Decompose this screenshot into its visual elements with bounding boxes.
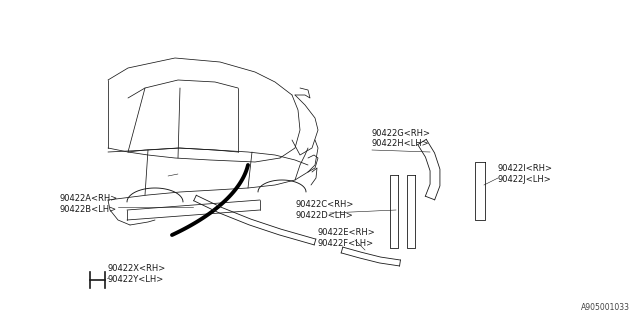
Text: 90422E<RH>
90422F<LH>: 90422E<RH> 90422F<LH> <box>318 228 376 248</box>
Text: 90422I<RH>
90422J<LH>: 90422I<RH> 90422J<LH> <box>498 164 553 184</box>
Text: 90422G<RH>
90422H<LH>: 90422G<RH> 90422H<LH> <box>372 129 431 148</box>
Text: 90422C<RH>
90422D<LH>: 90422C<RH> 90422D<LH> <box>295 200 353 220</box>
Text: 90422X<RH>
90422Y<LH>: 90422X<RH> 90422Y<LH> <box>107 264 165 284</box>
Text: 90422A<RH>
90422B<LH>: 90422A<RH> 90422B<LH> <box>60 194 118 214</box>
Text: A905001033: A905001033 <box>581 303 630 312</box>
